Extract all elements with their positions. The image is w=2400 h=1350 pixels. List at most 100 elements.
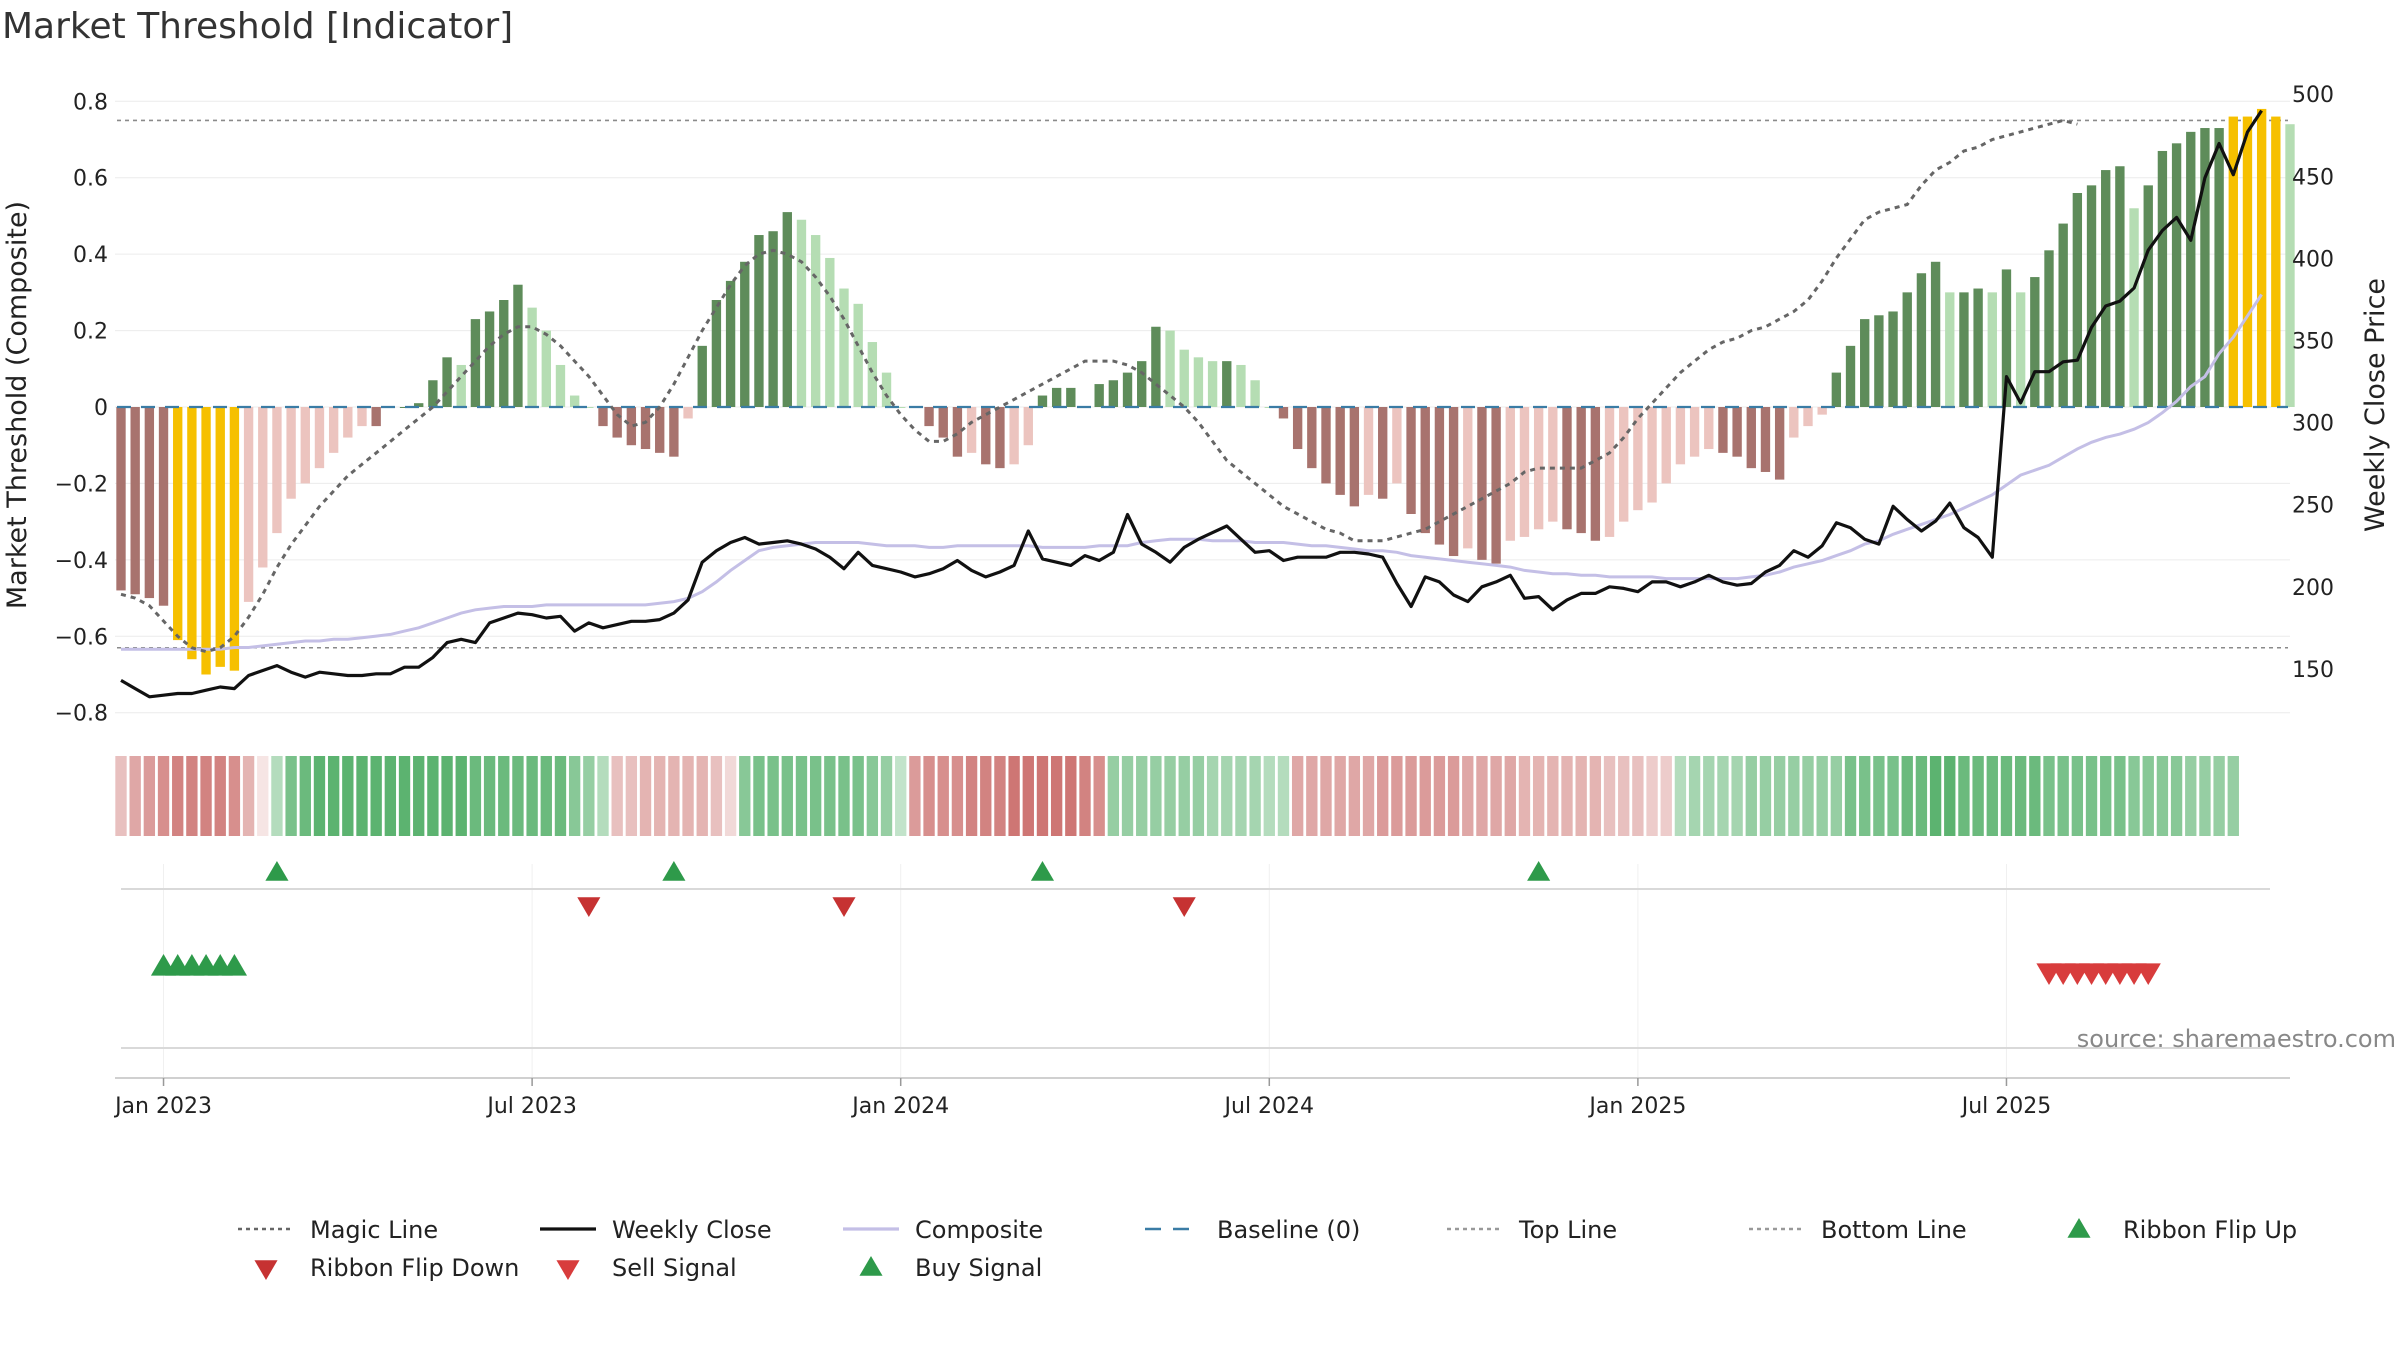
composite-bar bbox=[2015, 292, 2026, 407]
left-tick-label: −0.8 bbox=[55, 702, 108, 727]
composite-bar bbox=[2086, 185, 2097, 407]
composite-bar bbox=[1137, 361, 1147, 407]
ribbon-cell bbox=[1518, 756, 1531, 836]
ribbon-cell bbox=[512, 756, 524, 836]
left-tick-label: 0.8 bbox=[73, 90, 108, 115]
composite-bar bbox=[2200, 128, 2210, 408]
composite-bar bbox=[2001, 269, 2012, 407]
composite-bar bbox=[1533, 407, 1544, 530]
right-tick-label: 450 bbox=[2292, 165, 2334, 190]
composite-bar bbox=[513, 284, 523, 407]
ribbon-cell bbox=[965, 756, 978, 836]
ribbon-cell bbox=[1859, 756, 1871, 836]
composite-bar bbox=[1633, 407, 1643, 511]
composite-bar bbox=[1151, 326, 1161, 407]
legend-label: Top Line bbox=[1518, 1216, 1617, 1244]
composite-bar bbox=[1803, 407, 1813, 427]
composite-bar bbox=[2214, 128, 2224, 408]
ribbon-cell bbox=[1688, 756, 1701, 836]
ribbon-cell bbox=[1901, 756, 1913, 836]
composite-bar bbox=[484, 311, 495, 407]
composite-bar bbox=[1845, 345, 1856, 407]
ribbon-cell bbox=[413, 756, 425, 836]
ribbon-cell bbox=[242, 756, 255, 836]
composite-bar bbox=[881, 372, 892, 407]
ribbon-cell bbox=[200, 756, 212, 836]
ribbon-cell bbox=[1462, 756, 1474, 836]
ribbon-cell bbox=[1490, 756, 1502, 836]
ribbon-cell bbox=[115, 756, 127, 836]
composite-bar bbox=[1647, 407, 1657, 503]
legend-item: Ribbon Flip Down bbox=[254, 1254, 519, 1282]
composite-bar bbox=[1746, 407, 1756, 469]
right-tick-label: 150 bbox=[2292, 658, 2334, 683]
composite-bar bbox=[2256, 108, 2267, 407]
composite-bar bbox=[1860, 319, 1870, 407]
ribbon-cell bbox=[1036, 756, 1049, 836]
composite-bar bbox=[343, 407, 353, 438]
composite-bar bbox=[2101, 170, 2111, 407]
composite-bar bbox=[2129, 208, 2139, 407]
composite-bar bbox=[1732, 407, 1742, 457]
left-tick-label: −0.2 bbox=[55, 472, 108, 497]
x-tick-label: Jan 2024 bbox=[850, 1094, 949, 1119]
signal-panel bbox=[121, 918, 2270, 1080]
ribbon-cell bbox=[1178, 756, 1190, 836]
ribbon-cell bbox=[1362, 756, 1375, 836]
ribbon-cell bbox=[498, 756, 510, 836]
legend-label: Weekly Close bbox=[612, 1216, 772, 1244]
ribbon-cell bbox=[1632, 756, 1644, 836]
composite-bar bbox=[725, 280, 736, 407]
composite-bar bbox=[612, 407, 622, 438]
x-tick-label: Jan 2025 bbox=[1587, 1094, 1686, 1119]
ribbon-cell bbox=[1065, 756, 1077, 836]
ribbon-cell bbox=[143, 756, 156, 836]
composite-bar bbox=[825, 257, 835, 407]
legend-swatch bbox=[859, 1256, 883, 1276]
composite-bar bbox=[2157, 150, 2168, 407]
composite-bar bbox=[1179, 349, 1189, 407]
ribbon-cell bbox=[611, 756, 623, 836]
composite-bar bbox=[158, 407, 169, 606]
ribbon-cell bbox=[724, 756, 737, 836]
ribbon-cell bbox=[1873, 756, 1885, 836]
composite-bar bbox=[1505, 407, 1515, 541]
ribbon-cell bbox=[342, 756, 354, 836]
right-axis-label: Weekly Close Price bbox=[2360, 278, 2391, 532]
composite-bar bbox=[1335, 407, 1345, 495]
ribbon-cell bbox=[1618, 756, 1630, 836]
ribbon-cell bbox=[809, 756, 822, 836]
composite-bar bbox=[1321, 407, 1331, 484]
ribbon-cell bbox=[923, 756, 935, 836]
weekly-close-line bbox=[120, 109, 2263, 699]
composite-bar bbox=[1406, 407, 1416, 514]
composite-bar bbox=[626, 407, 637, 446]
ribbon-cell bbox=[597, 756, 609, 836]
ribbon-cell bbox=[2170, 756, 2183, 836]
ribbon-cell bbox=[1660, 756, 1672, 836]
composite-bar bbox=[569, 395, 580, 407]
ribbon-cell bbox=[1235, 756, 1247, 836]
composite-bar bbox=[896, 407, 906, 408]
composite-bar bbox=[258, 407, 268, 568]
ribbon-cell bbox=[980, 756, 992, 836]
ribbon-cell bbox=[852, 756, 864, 836]
ribbon-cell bbox=[909, 756, 921, 836]
composite-bar bbox=[1448, 407, 1459, 557]
right-tick-label: 250 bbox=[2292, 494, 2334, 519]
ribbon-cell bbox=[228, 756, 241, 836]
composite-bar bbox=[1704, 407, 1714, 450]
composite-bar bbox=[2058, 223, 2068, 407]
composite-bar bbox=[499, 300, 509, 407]
ribbon-cell bbox=[654, 756, 666, 836]
right-axis: 500 450 400 350 300 250 200 150 bbox=[2292, 83, 2334, 683]
ribbon-flip-up-marker bbox=[1030, 861, 1055, 881]
ribbon-cell bbox=[1263, 756, 1275, 836]
ribbon-cell bbox=[441, 756, 453, 836]
ribbon-cell bbox=[2057, 756, 2069, 836]
composite-bar bbox=[952, 407, 963, 457]
composite-bar bbox=[1477, 407, 1487, 560]
ribbon-cell bbox=[384, 756, 397, 836]
ribbon-flip-down-marker bbox=[577, 897, 601, 917]
composite-bar bbox=[2030, 277, 2040, 407]
